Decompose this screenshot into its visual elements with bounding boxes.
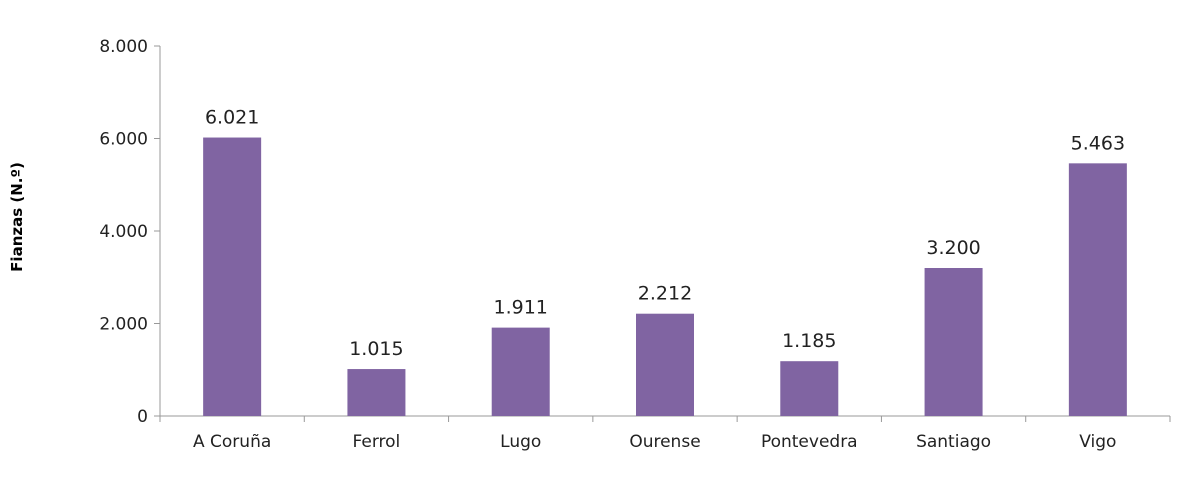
data-label: 5.463 bbox=[1071, 132, 1125, 154]
x-category-label: Pontevedra bbox=[761, 432, 858, 452]
y-tick-label: 8.000 bbox=[99, 37, 148, 57]
data-label: 3.200 bbox=[926, 237, 980, 259]
y-tick-label: 6.000 bbox=[99, 130, 148, 150]
bar-ourense bbox=[636, 313, 694, 416]
data-label: 1.185 bbox=[782, 330, 836, 352]
x-category-label: Santiago bbox=[916, 432, 991, 452]
bar-vigo bbox=[1068, 163, 1127, 416]
x-category-label: Lugo bbox=[500, 432, 541, 452]
data-label: 1.911 bbox=[494, 297, 548, 319]
y-tick-label: 0 bbox=[137, 407, 148, 427]
y-tick-label: 4.000 bbox=[99, 222, 148, 242]
bar-a-coru-a bbox=[203, 137, 262, 416]
x-category-label: A Coruña bbox=[193, 432, 271, 452]
x-category-label: Ourense bbox=[629, 432, 700, 452]
data-label: 2.212 bbox=[638, 283, 692, 305]
bar-lugo bbox=[491, 327, 550, 416]
x-category-label: Ferrol bbox=[353, 432, 401, 452]
bar-santiago bbox=[924, 268, 983, 416]
data-label: 1.015 bbox=[349, 338, 403, 360]
x-category-label: Vigo bbox=[1079, 432, 1116, 452]
bar-pontevedra bbox=[780, 361, 839, 416]
bar-ferrol bbox=[347, 369, 406, 416]
data-label: 6.021 bbox=[205, 107, 259, 129]
y-axis-label: Fianzas (N.º) bbox=[8, 162, 26, 272]
y-tick-label: 2.000 bbox=[99, 315, 148, 335]
